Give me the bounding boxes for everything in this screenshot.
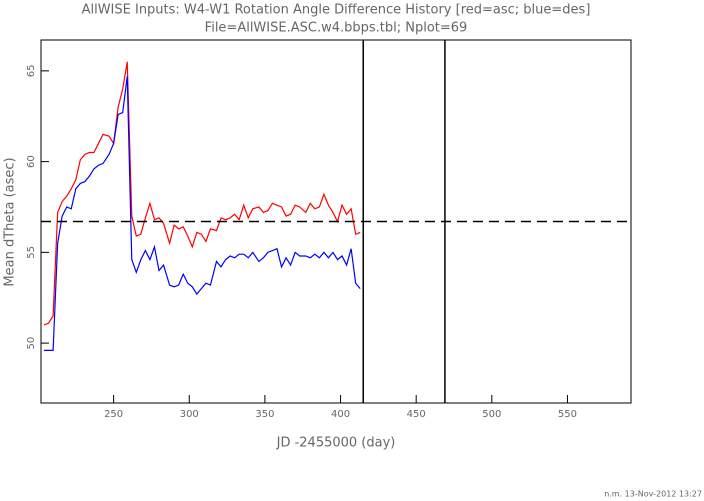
y-tick-label: 50 bbox=[26, 337, 37, 350]
series-line bbox=[44, 76, 361, 351]
x-tick-label: 400 bbox=[331, 409, 350, 420]
chart-subtitle: File=AllWISE.ASC.w4.bbps.tbl; Nplot=69 bbox=[205, 21, 468, 36]
chart-title: AllWISE Inputs: W4-W1 Rotation Angle Dif… bbox=[82, 3, 591, 18]
y-tick-label: 65 bbox=[26, 64, 37, 77]
y-axis-label: Mean dTheta (asec) bbox=[3, 157, 18, 286]
footer: n.m. 13-Nov-2012 13:27 bbox=[604, 490, 702, 499]
series-line bbox=[43, 61, 361, 326]
x-tick-label: 350 bbox=[255, 409, 274, 420]
x-tick-label: 250 bbox=[104, 409, 123, 420]
y-tick-label: 60 bbox=[26, 155, 37, 168]
y-tick-label: 55 bbox=[26, 246, 37, 259]
x-tick-label: 300 bbox=[180, 409, 199, 420]
x-tick-label: 550 bbox=[558, 409, 577, 420]
x-axis-label: JD -2455000 (day) bbox=[276, 436, 396, 451]
x-tick-label: 450 bbox=[407, 409, 426, 420]
x-tick-label: 500 bbox=[482, 409, 501, 420]
